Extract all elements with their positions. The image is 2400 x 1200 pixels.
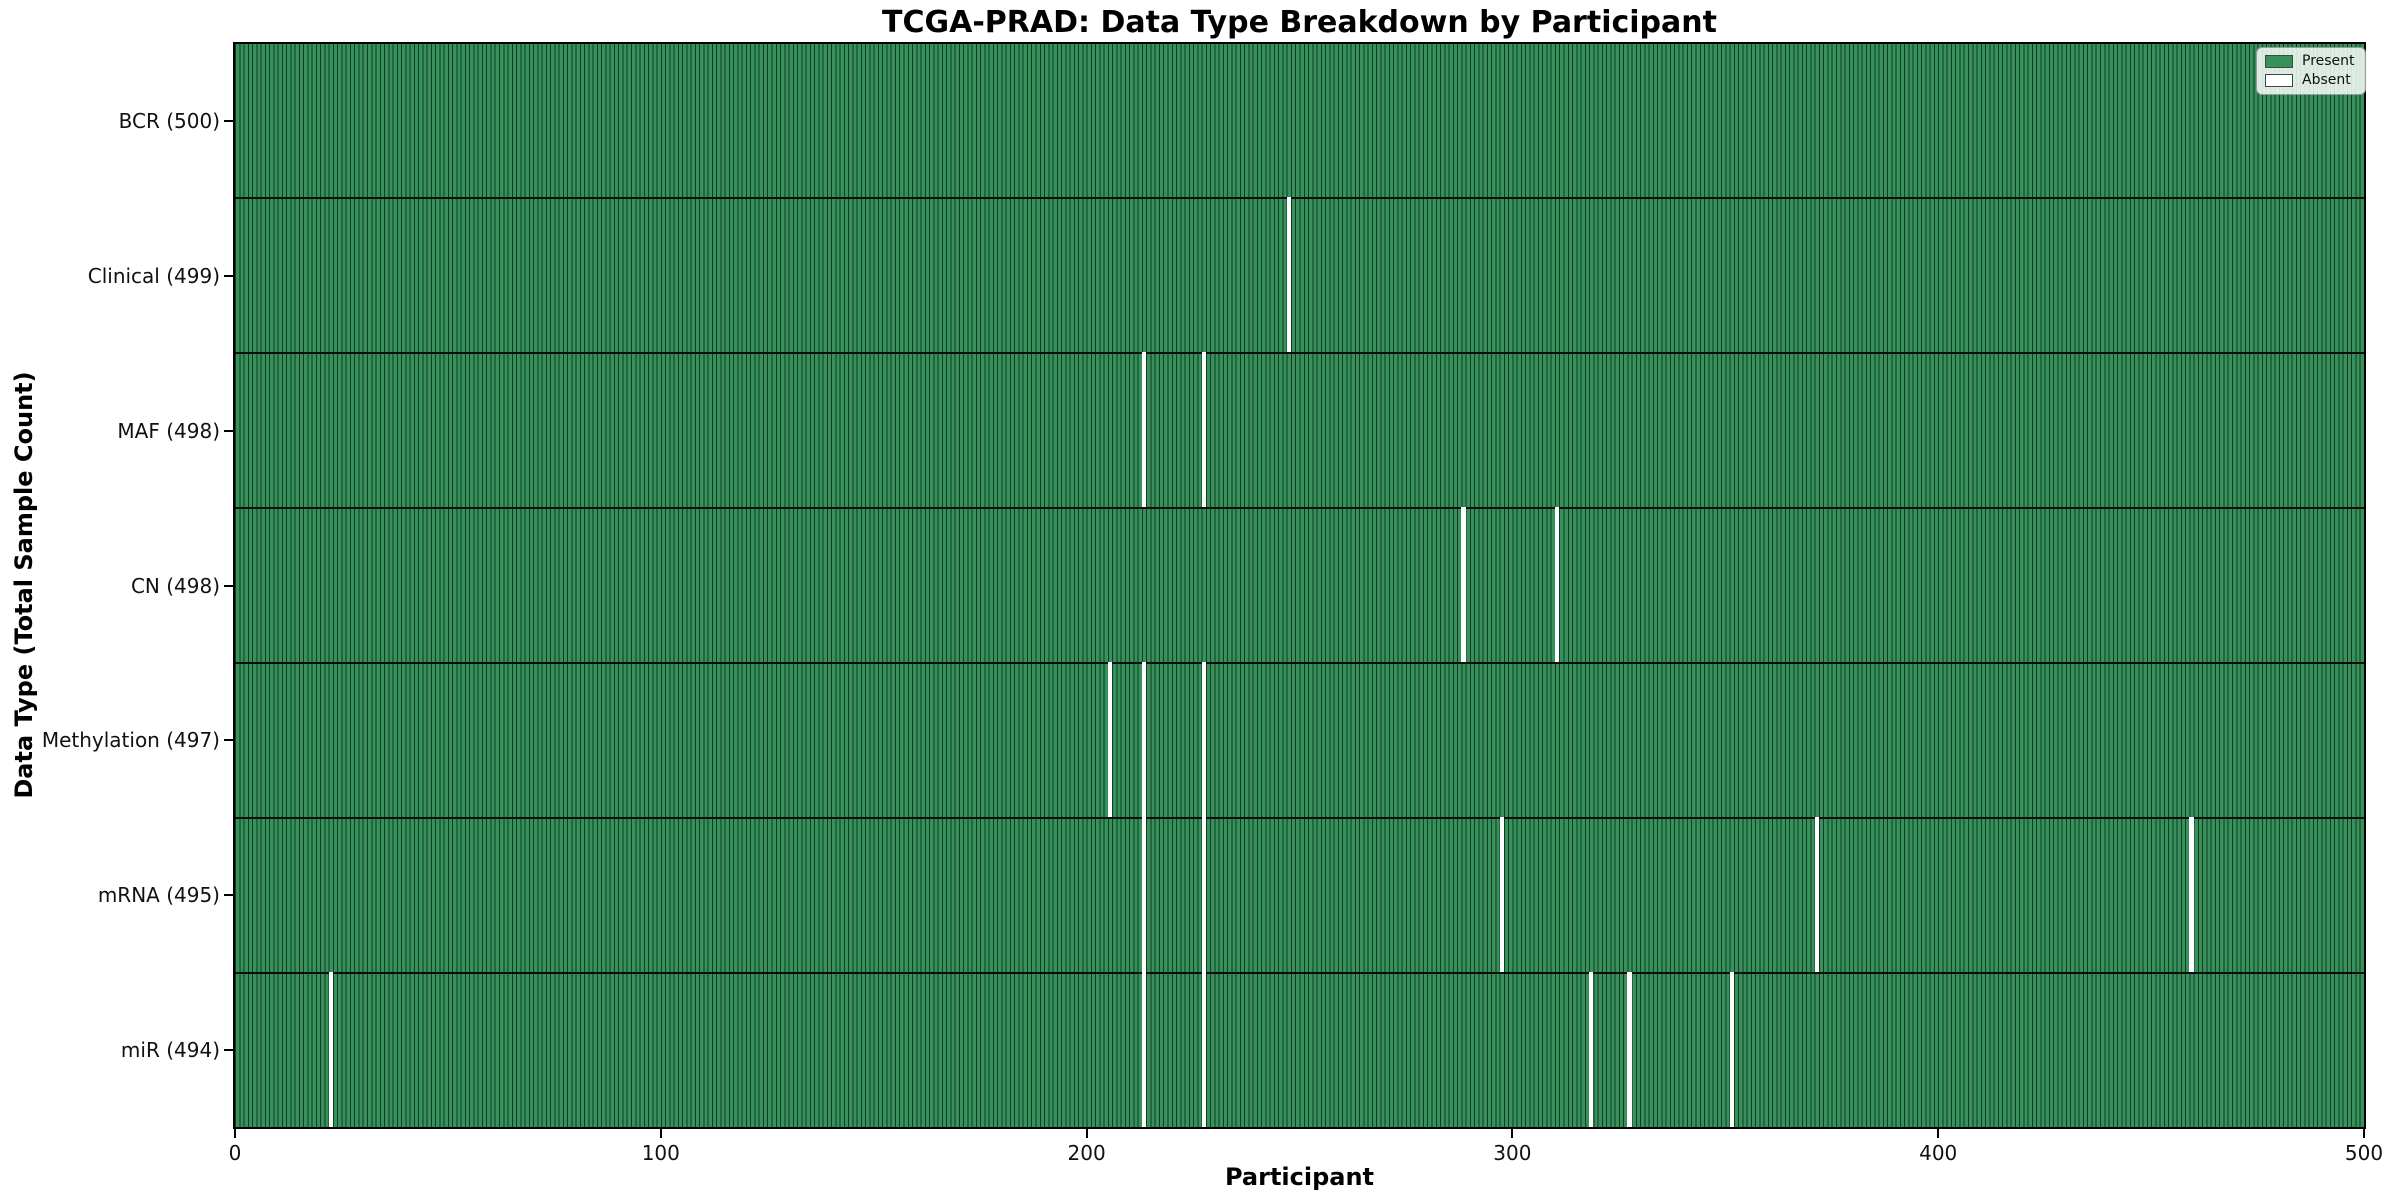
absent-cell <box>1201 662 1206 817</box>
legend-entry-present: Present <box>2265 54 2355 68</box>
y-tick-mark <box>224 429 233 432</box>
heatmap-row-mrna <box>235 817 2364 972</box>
absent-cell <box>1286 197 1291 352</box>
heatmap-row-clinical <box>235 197 2364 352</box>
x-tick-mark <box>659 1129 662 1138</box>
heatmap-row-methylation <box>235 662 2364 817</box>
absent-cell <box>1107 662 1113 817</box>
legend-label-present: Present <box>2302 53 2355 69</box>
absent-cell <box>328 972 333 1127</box>
legend-swatch-absent <box>2265 73 2293 87</box>
x-tick-mark <box>234 1129 236 1138</box>
x-tick-label: 100 <box>641 1141 680 1165</box>
x-tick-mark <box>1937 1129 1940 1138</box>
absent-cell <box>1499 817 1504 972</box>
x-tick-label: 400 <box>1919 1141 1958 1165</box>
y-tick-label: Clinical (499) <box>87 264 220 289</box>
y-tick-mark <box>224 120 233 123</box>
heatmap-row-bcr <box>235 44 2364 197</box>
absent-cell <box>1729 972 1734 1127</box>
x-tick-label: 300 <box>1493 1141 1532 1165</box>
absent-cell <box>1141 817 1147 972</box>
absent-cell <box>1201 972 1206 1127</box>
x-tick-label: 200 <box>1067 1141 1106 1165</box>
absent-cell <box>1141 352 1147 507</box>
absent-cell <box>1814 817 1819 972</box>
y-tick-mark <box>224 739 233 742</box>
x-tick-mark <box>1085 1129 1088 1138</box>
y-tick-mark <box>224 275 233 278</box>
y-tick-label: miR (494) <box>120 1037 220 1062</box>
legend-label-absent: Absent <box>2302 72 2351 88</box>
absent-cell <box>1461 507 1466 662</box>
x-axis-label: Participant <box>1224 1163 1375 1191</box>
y-tick-mark <box>224 584 233 587</box>
legend: Present Absent <box>2256 47 2366 95</box>
heatmap-row-mir <box>235 972 2364 1127</box>
legend-entry-absent: Absent <box>2265 73 2355 87</box>
absent-cell <box>1141 662 1147 817</box>
heatmap-row-cn <box>235 507 2364 662</box>
y-tick-mark <box>224 893 233 896</box>
legend-swatch-present <box>2265 54 2293 68</box>
absent-cell <box>1554 507 1560 662</box>
absent-cell <box>1201 817 1206 972</box>
x-tick-label: 500 <box>2344 1141 2384 1165</box>
plot-area <box>233 42 2366 1129</box>
x-tick-mark <box>2363 1129 2365 1138</box>
absent-cell <box>2189 817 2194 972</box>
y-tick-label: BCR (500) <box>118 109 220 134</box>
y-tick-mark <box>224 1048 233 1051</box>
x-tick-label: 0 <box>228 1141 242 1165</box>
absent-cell <box>1627 972 1632 1127</box>
heatmap-row-maf <box>235 352 2364 507</box>
absent-cell <box>1201 352 1206 507</box>
y-tick-label: CN (498) <box>130 573 220 598</box>
x-tick-mark <box>1511 1129 1514 1138</box>
chart-title: TCGA-PRAD: Data Type Breakdown by Partic… <box>882 5 1717 40</box>
absent-cell <box>1141 972 1147 1127</box>
y-tick-label: MAF (498) <box>117 418 220 443</box>
y-tick-label: Methylation (497) <box>41 728 220 753</box>
y-tick-label: mRNA (495) <box>97 882 220 907</box>
absent-cell <box>1589 972 1594 1127</box>
